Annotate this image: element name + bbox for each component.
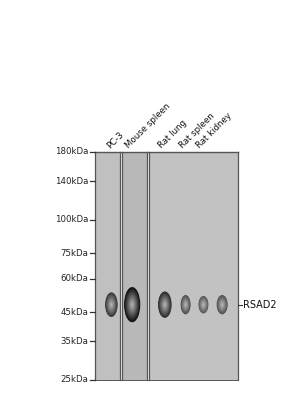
Ellipse shape: [161, 297, 169, 312]
Ellipse shape: [128, 296, 136, 314]
Ellipse shape: [125, 288, 140, 321]
Bar: [149, 152, 238, 380]
Ellipse shape: [131, 302, 134, 308]
Ellipse shape: [110, 303, 113, 307]
Ellipse shape: [185, 303, 187, 306]
Ellipse shape: [183, 300, 188, 310]
Ellipse shape: [107, 296, 116, 314]
Ellipse shape: [201, 300, 206, 309]
Ellipse shape: [202, 302, 205, 307]
Text: Mouse spleen: Mouse spleen: [124, 102, 172, 150]
Ellipse shape: [184, 302, 187, 308]
Ellipse shape: [162, 299, 168, 310]
Ellipse shape: [106, 294, 117, 315]
Ellipse shape: [220, 301, 225, 309]
Bar: [122, 152, 147, 380]
Ellipse shape: [159, 294, 170, 316]
Ellipse shape: [108, 298, 115, 311]
Ellipse shape: [108, 298, 115, 312]
Ellipse shape: [218, 296, 227, 313]
Ellipse shape: [124, 287, 140, 322]
Ellipse shape: [185, 304, 186, 306]
Ellipse shape: [217, 296, 227, 314]
Ellipse shape: [160, 295, 170, 314]
Ellipse shape: [200, 299, 207, 310]
Ellipse shape: [107, 296, 116, 313]
Ellipse shape: [132, 303, 133, 306]
Ellipse shape: [221, 302, 224, 307]
Ellipse shape: [184, 302, 187, 307]
Ellipse shape: [198, 296, 208, 314]
Text: 75kDa: 75kDa: [60, 249, 88, 258]
Ellipse shape: [203, 303, 204, 306]
Ellipse shape: [105, 292, 118, 317]
Ellipse shape: [162, 298, 168, 311]
Ellipse shape: [200, 300, 206, 310]
Ellipse shape: [222, 304, 223, 306]
Text: 35kDa: 35kDa: [60, 337, 88, 346]
Text: 25kDa: 25kDa: [60, 376, 88, 384]
Text: 45kDa: 45kDa: [60, 308, 88, 317]
Ellipse shape: [184, 301, 188, 309]
Ellipse shape: [164, 304, 165, 306]
Ellipse shape: [219, 299, 225, 310]
Ellipse shape: [129, 299, 135, 310]
Ellipse shape: [199, 297, 208, 312]
Text: 180kDa: 180kDa: [55, 148, 88, 156]
Ellipse shape: [199, 296, 208, 313]
Ellipse shape: [129, 297, 135, 312]
Ellipse shape: [125, 290, 139, 319]
Ellipse shape: [219, 300, 225, 310]
Ellipse shape: [221, 303, 223, 306]
Bar: [95, 152, 120, 380]
Ellipse shape: [159, 292, 171, 317]
Ellipse shape: [160, 296, 169, 314]
Ellipse shape: [219, 298, 226, 311]
Text: 100kDa: 100kDa: [55, 215, 88, 224]
Ellipse shape: [110, 302, 113, 308]
Ellipse shape: [126, 292, 138, 318]
Ellipse shape: [200, 298, 207, 311]
Text: PC-3: PC-3: [105, 130, 125, 150]
Ellipse shape: [109, 300, 113, 309]
Ellipse shape: [182, 297, 189, 312]
Text: Rat lung: Rat lung: [157, 118, 188, 150]
Ellipse shape: [130, 300, 134, 309]
Ellipse shape: [127, 294, 137, 315]
Text: RSAD2: RSAD2: [243, 300, 277, 310]
Ellipse shape: [109, 300, 114, 310]
Text: Rat kidney: Rat kidney: [195, 111, 234, 150]
Ellipse shape: [106, 293, 117, 316]
Ellipse shape: [220, 302, 224, 308]
Ellipse shape: [217, 295, 228, 314]
Ellipse shape: [162, 300, 167, 309]
Ellipse shape: [218, 297, 226, 312]
Ellipse shape: [182, 298, 189, 311]
Text: 140kDa: 140kDa: [55, 176, 88, 186]
Ellipse shape: [181, 296, 190, 314]
Ellipse shape: [181, 295, 191, 314]
Ellipse shape: [181, 296, 190, 313]
Ellipse shape: [111, 304, 112, 306]
Ellipse shape: [183, 299, 189, 310]
Ellipse shape: [163, 301, 167, 308]
Text: Rat spleen: Rat spleen: [177, 111, 216, 150]
Ellipse shape: [203, 304, 204, 305]
Ellipse shape: [127, 293, 138, 316]
Ellipse shape: [158, 292, 172, 318]
Text: 60kDa: 60kDa: [60, 274, 88, 283]
Ellipse shape: [164, 302, 166, 307]
Ellipse shape: [202, 302, 205, 308]
Ellipse shape: [201, 301, 206, 308]
